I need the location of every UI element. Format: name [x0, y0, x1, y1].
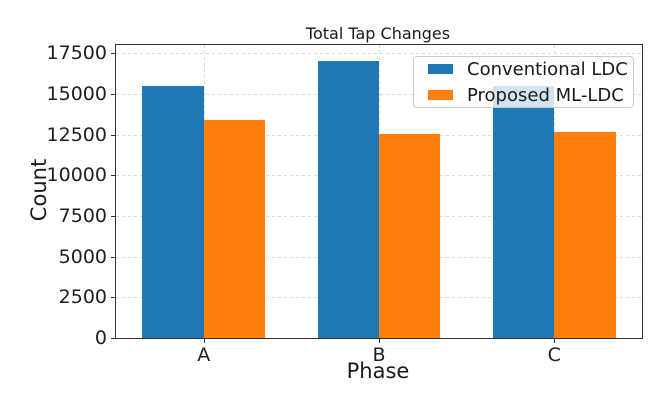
x-tick-mark [203, 339, 205, 343]
y-tick-mark [111, 297, 115, 299]
y-tick-mark [111, 93, 115, 95]
y-tick-label-0: 0 [94, 327, 107, 349]
x-axis-label: Phase [346, 359, 410, 383]
legend-entry-conventional-ldc: Conventional LDC [428, 59, 633, 80]
bar-proposed-ml-ldc-b [379, 133, 441, 338]
x-tick-label-B: B [372, 344, 386, 366]
legend-swatch-orange-icon [428, 90, 453, 100]
y-tick-mark [111, 256, 115, 258]
y-tick-mark [111, 215, 115, 217]
y-tick-label-5000: 5000 [58, 245, 107, 268]
y-tick-mark [111, 175, 115, 177]
bar-conventional-ldc-a [142, 85, 204, 338]
bar-proposed-ml-ldc-a [203, 119, 266, 338]
y-tick-label-7500: 7500 [58, 204, 107, 227]
y-tick-mark [111, 134, 115, 136]
y-tick-label-15000: 15000 [46, 82, 107, 105]
x-tick-label-A: A [197, 344, 211, 366]
y-tick-label-10000: 10000 [46, 164, 107, 187]
legend-label: Proposed ML-LDC [467, 84, 624, 106]
x-tick-mark [379, 339, 380, 343]
bar-conventional-ldc-b [317, 61, 379, 338]
x-tick-mark [554, 339, 556, 343]
chart-title: Total Tap Changes [305, 24, 451, 43]
y-tick-label-17500: 17500 [46, 42, 107, 65]
y-tick-mark [111, 53, 115, 55]
legend: Conventional LDC Proposed ML-LDC [413, 56, 634, 108]
y-tick-label-2500: 2500 [58, 286, 107, 309]
y-tick-mark [111, 338, 115, 339]
legend-swatch-blue-icon [428, 64, 453, 74]
legend-label: Conventional LDC [467, 58, 628, 80]
legend-entry-proposed-ml-ldc: Proposed ML-LDC [428, 85, 633, 106]
y-tick-label-12500: 12500 [46, 123, 107, 146]
bar-conventional-ldc-c [493, 85, 555, 338]
bar-proposed-ml-ldc-c [554, 132, 616, 338]
x-tick-label-C: C [547, 344, 561, 366]
